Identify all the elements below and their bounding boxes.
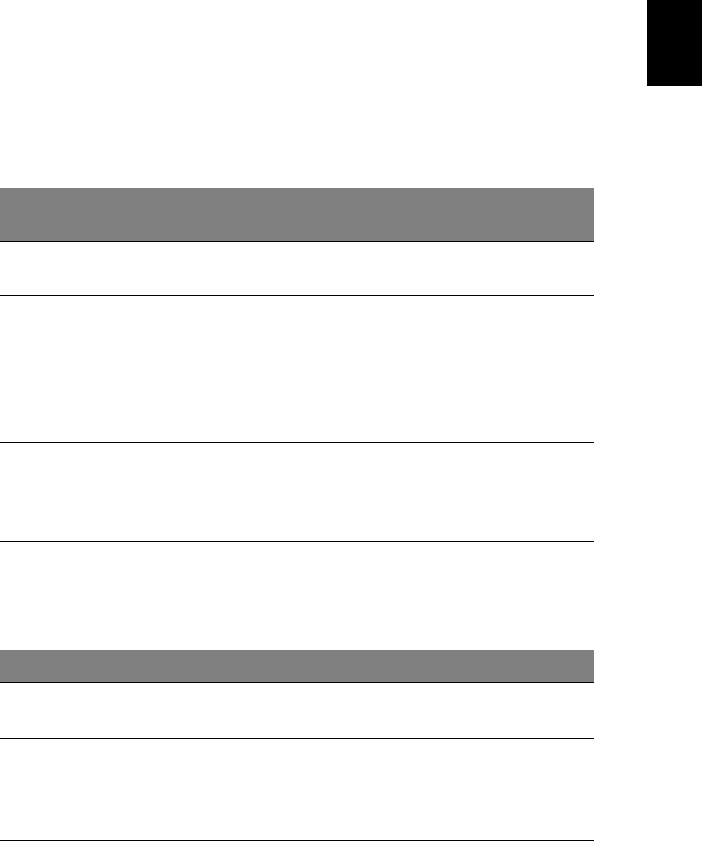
chapter-thumb-tab bbox=[647, 0, 702, 86]
table-row bbox=[0, 739, 594, 841]
table-header bbox=[0, 188, 594, 242]
table-row bbox=[0, 242, 594, 296]
table-header bbox=[0, 650, 594, 683]
table-row bbox=[0, 443, 594, 542]
table-row bbox=[0, 683, 594, 739]
table-row bbox=[0, 296, 594, 443]
